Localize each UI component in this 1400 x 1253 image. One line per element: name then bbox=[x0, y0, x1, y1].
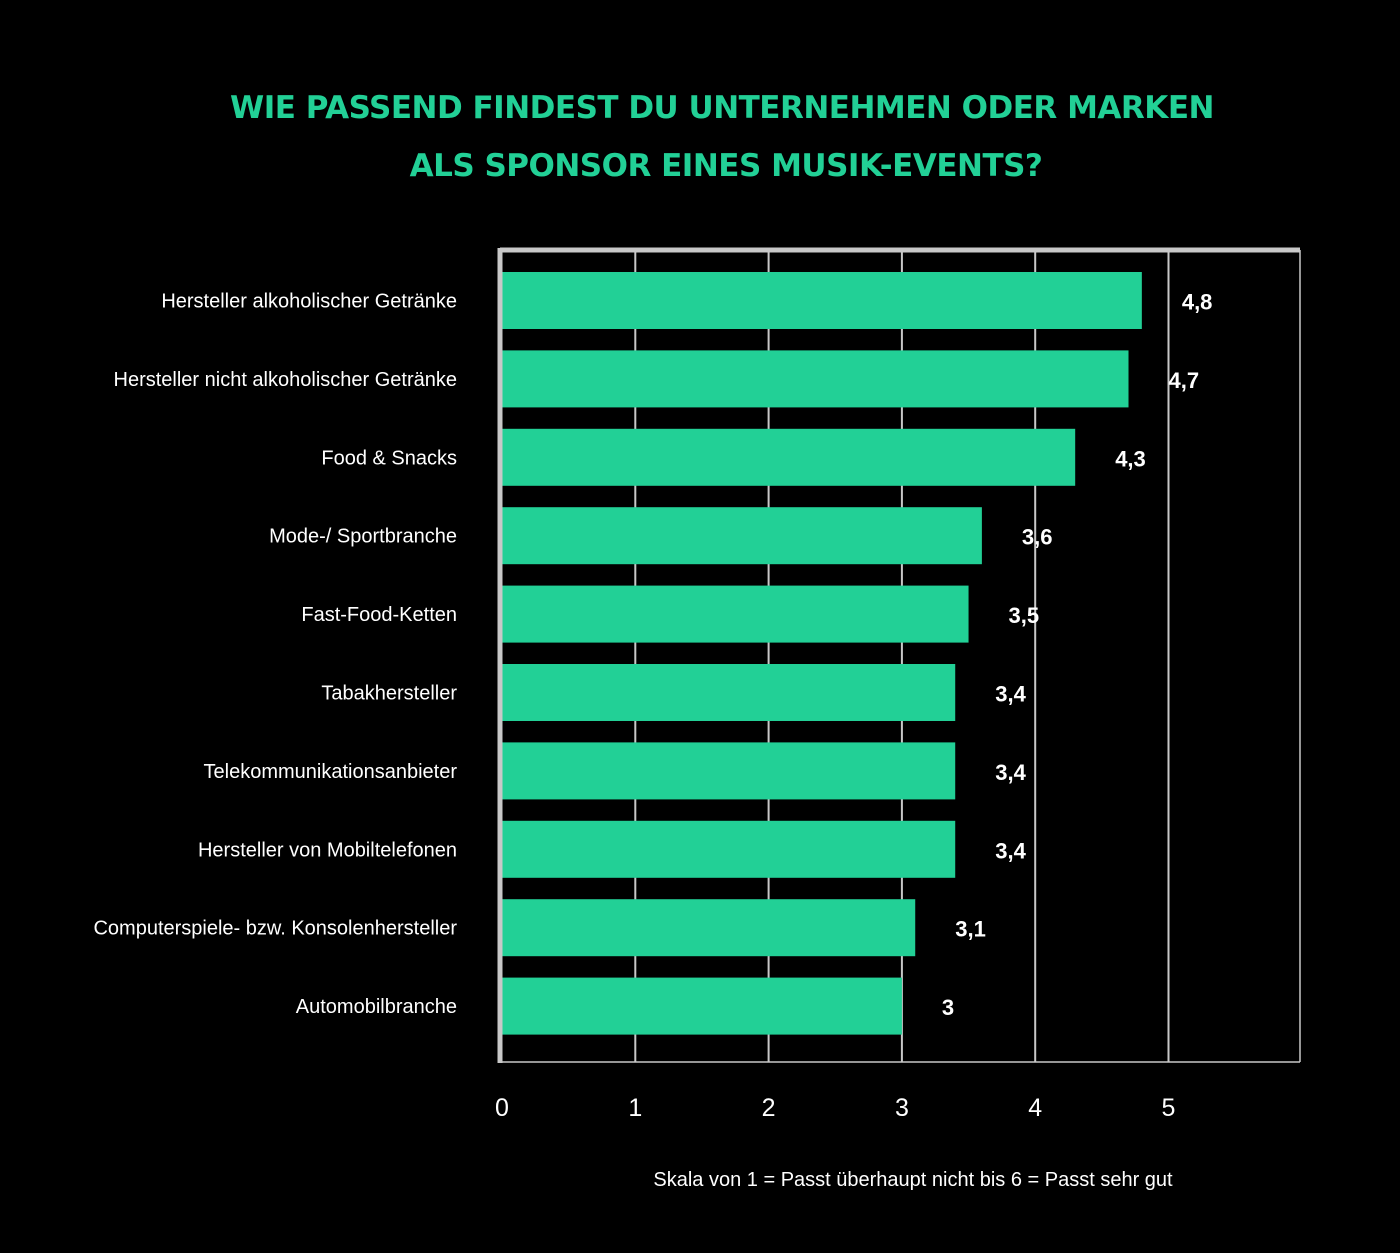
value-label: 3,6 bbox=[1022, 525, 1053, 550]
x-tick-label: 0 bbox=[495, 1094, 509, 1122]
x-axis-tick-labels: 0 1 2 3 4 5 bbox=[495, 1094, 1175, 1122]
bar bbox=[502, 977, 902, 1035]
category-label: Computerspiele- bzw. Konsolenhersteller bbox=[93, 918, 457, 940]
category-labels: Hersteller alkoholischer Getränke Herstel… bbox=[93, 291, 457, 1019]
bar bbox=[502, 428, 1076, 486]
x-tick-label: 1 bbox=[628, 1094, 642, 1122]
value-label: 3,5 bbox=[1009, 603, 1040, 628]
bar bbox=[502, 585, 969, 643]
x-tick-label: 3 bbox=[895, 1094, 909, 1122]
category-label: Automobilbranche bbox=[296, 996, 457, 1018]
category-label: Food & Snacks bbox=[321, 447, 457, 469]
bars bbox=[502, 272, 1142, 1035]
value-label: 4,7 bbox=[1169, 368, 1200, 393]
value-label: 3,1 bbox=[955, 917, 986, 942]
category-label: Fast-Food-Ketten bbox=[301, 604, 457, 626]
bar bbox=[502, 272, 1142, 329]
category-label: Hersteller alkoholischer Getränke bbox=[161, 291, 457, 313]
value-label: 4,3 bbox=[1115, 446, 1146, 471]
x-tick-label: 2 bbox=[762, 1094, 776, 1122]
value-label: 3,4 bbox=[995, 838, 1026, 863]
category-label: Tabakhersteller bbox=[321, 683, 457, 705]
bar bbox=[502, 350, 1129, 408]
bar bbox=[502, 899, 916, 957]
category-label: Telekommunikationsanbieter bbox=[204, 761, 458, 783]
category-label: Hersteller nicht alkoholischer Getränke bbox=[114, 369, 458, 391]
plot-frame bbox=[497, 247, 1301, 1063]
value-label: 4,8 bbox=[1182, 290, 1213, 315]
chart-title-line-2: ALS SPONSOR EINES MUSIK-EVENTS? bbox=[410, 148, 1043, 184]
value-label: 3,4 bbox=[995, 760, 1026, 785]
value-label: 3 bbox=[942, 995, 954, 1020]
value-label: 3,4 bbox=[995, 682, 1026, 707]
scale-note: Skala von 1 = Passt überhaupt nicht bis … bbox=[653, 1169, 1173, 1191]
bar bbox=[502, 820, 956, 878]
category-label: Mode-/ Sportbranche bbox=[269, 526, 457, 548]
bar bbox=[502, 507, 982, 565]
bar bbox=[502, 742, 956, 800]
x-tick-label: 5 bbox=[1162, 1094, 1176, 1122]
chart-title-line-1: WIE PASSEND FINDEST DU UNTERNEHMEN ODER … bbox=[230, 90, 1214, 126]
category-label: Hersteller von Mobiltelefonen bbox=[198, 839, 457, 861]
chart-title: WIE PASSEND FINDEST DU UNTERNEHMEN ODER … bbox=[230, 90, 1214, 184]
bar bbox=[502, 664, 956, 721]
x-tick-label: 4 bbox=[1028, 1094, 1042, 1122]
value-labels: 4,8 4,7 4,3 3,6 3,5 3,4 3,4 3,4 3,1 3 bbox=[942, 290, 1213, 1021]
